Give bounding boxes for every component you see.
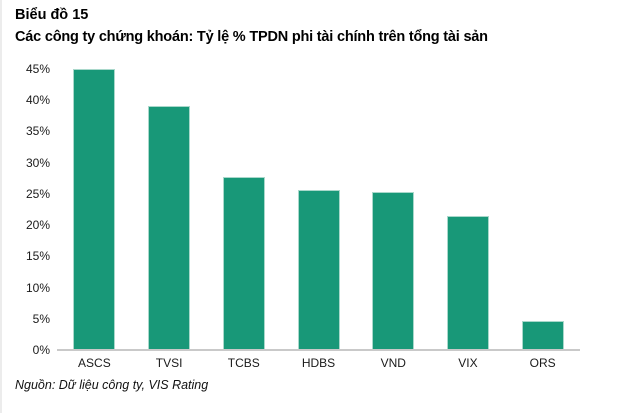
y-tick-label: 25%	[25, 186, 50, 201]
y-tick-label: 10%	[25, 280, 50, 295]
y-tick-label: 35%	[25, 124, 50, 139]
bar-vnd	[372, 192, 415, 350]
x-label-vix: VIX	[458, 356, 478, 370]
chart-title: Biểu đồ 15	[15, 7, 89, 23]
x-label-tvsi: TVSI	[155, 356, 183, 370]
plot-area	[57, 69, 580, 350]
bar-hdbs	[297, 190, 340, 350]
bar-column-tvsi	[132, 69, 207, 350]
y-tick-label: 45%	[25, 62, 50, 76]
y-tick-label: 0%	[32, 343, 50, 357]
y-tick-label: 30%	[25, 155, 50, 170]
bar-vix	[446, 215, 489, 350]
y-tick-label: 5%	[32, 311, 50, 326]
y-tick-label: 15%	[25, 249, 50, 264]
bar-ascs	[73, 69, 116, 350]
source-note: Nguồn: Dữ liệu công ty, VIS Rating	[15, 378, 209, 392]
chart-subtitle: Các công ty chứng khoán: Tỷ lệ % TPDN ph…	[15, 29, 488, 45]
bar-column-ascs	[57, 69, 132, 350]
x-axis-line	[57, 349, 580, 351]
y-axis: 0% 5% 10% 15% 20% 25% 30% 35% 40% 45%	[2, 62, 50, 357]
bar-column-hdbs	[281, 69, 356, 350]
bar-ors	[521, 320, 564, 350]
x-label-hdbs: HDBS	[301, 356, 336, 370]
bar-column-tcbs	[206, 69, 281, 350]
x-axis-labels: ASCS TVSI TCBS HDBS VND VIX ORS	[57, 356, 580, 371]
y-tick-label: 20%	[25, 218, 50, 233]
x-label-ors: ORS	[529, 356, 556, 370]
y-tick-label: 40%	[25, 93, 50, 108]
x-label-vnd: VND	[380, 356, 406, 370]
bar-column-vnd	[356, 69, 431, 350]
bar-column-vix	[431, 69, 506, 350]
bar-column-ors	[505, 69, 580, 350]
bar-tcbs	[222, 177, 265, 350]
x-label-tcbs: TCBS	[227, 356, 260, 370]
x-label-ascs: ASCS	[78, 356, 111, 370]
bar-tvsi	[148, 106, 191, 350]
